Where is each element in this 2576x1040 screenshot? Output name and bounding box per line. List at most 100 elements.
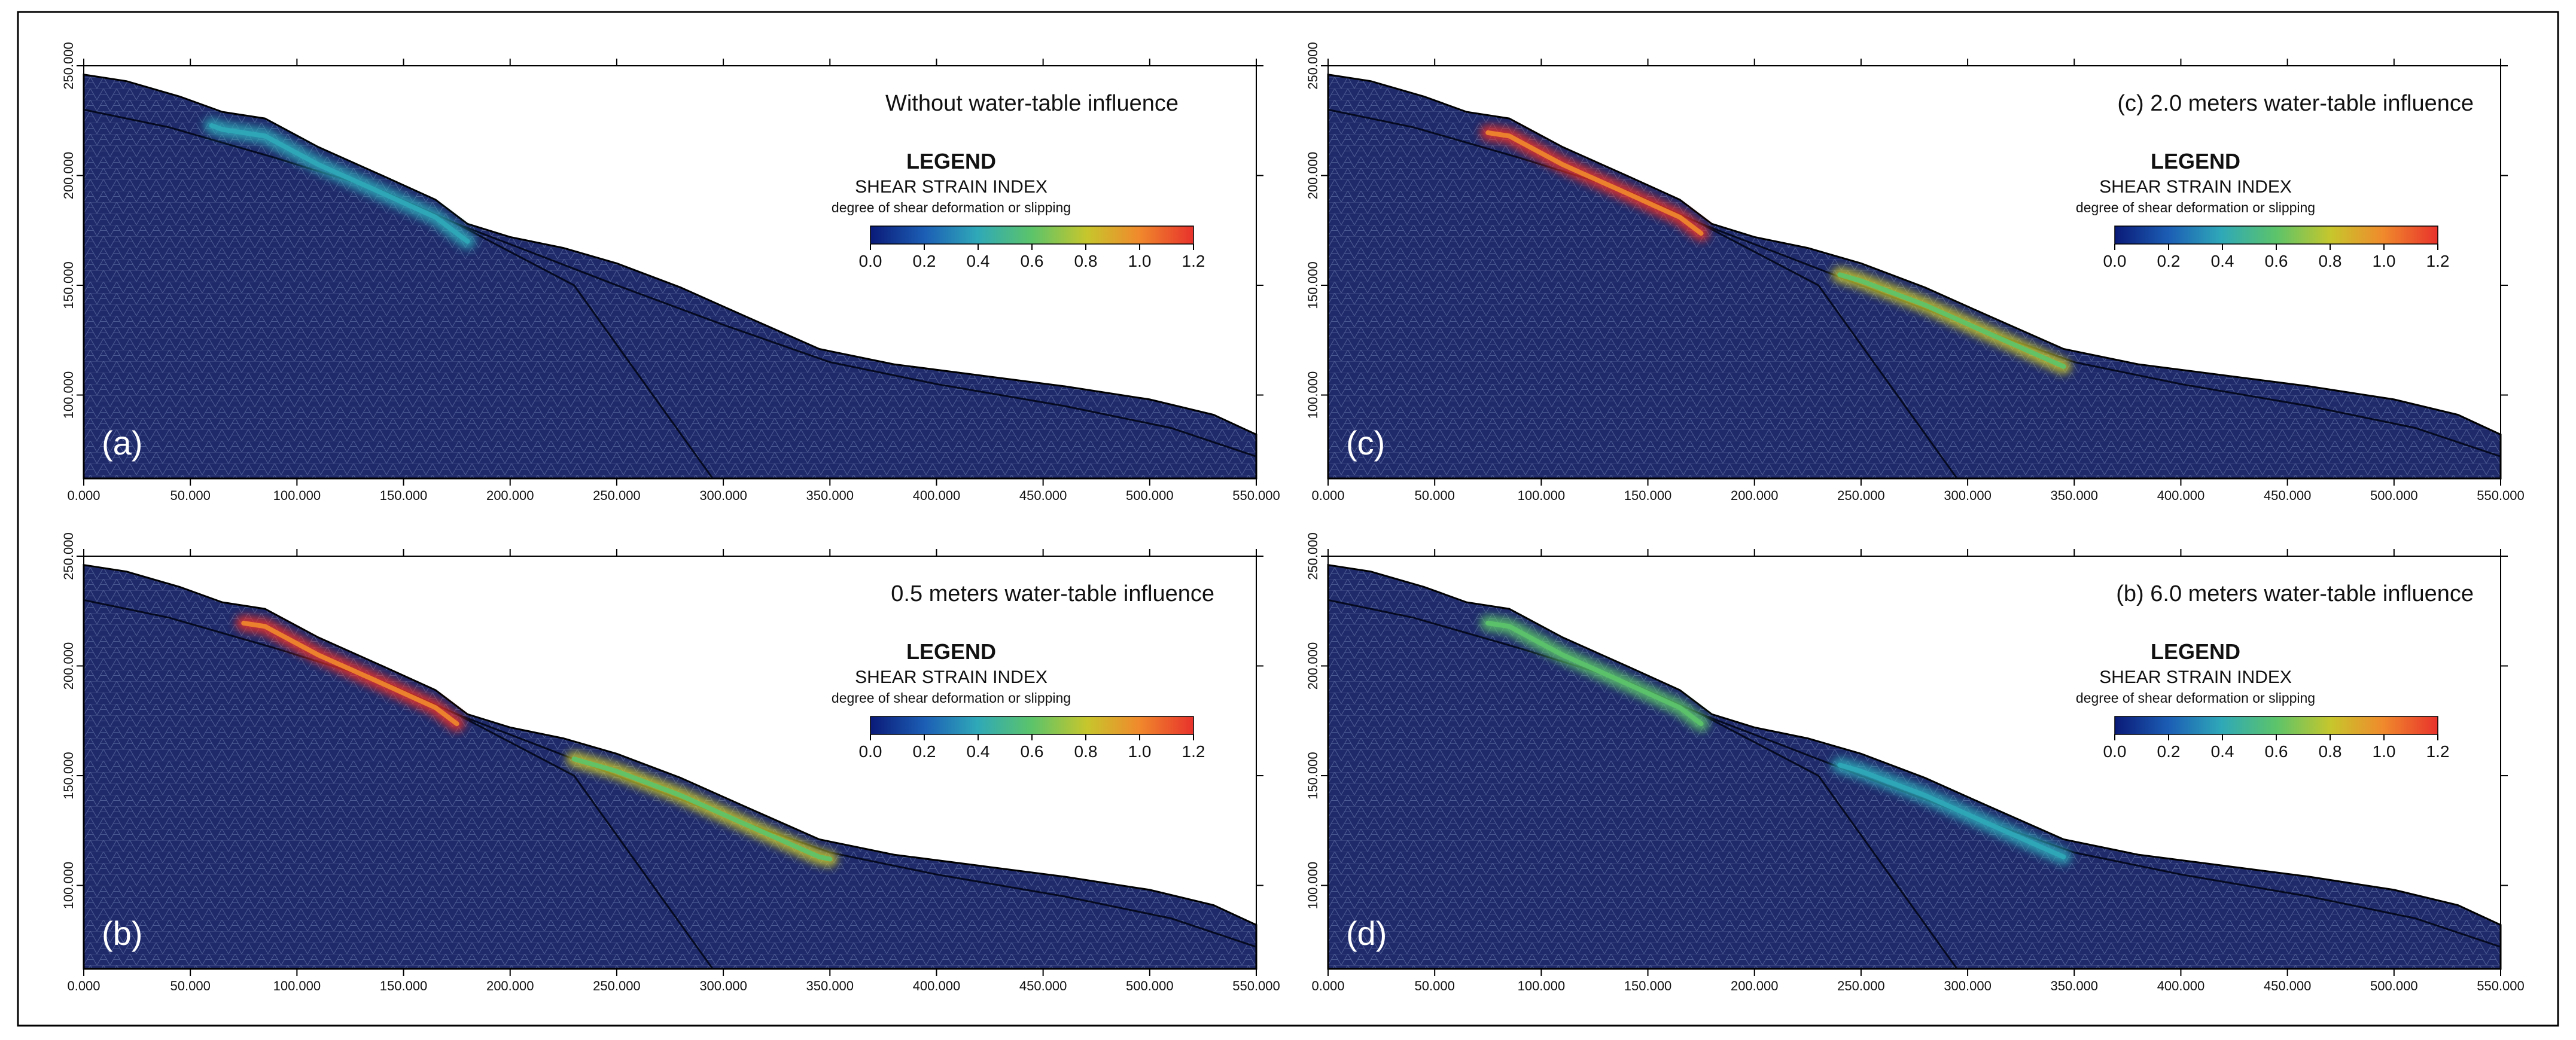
- y-tick-label: 100.000: [1305, 371, 1320, 419]
- scale-ticks: 0.0 0.2 0.4 0.6 0.8 1.0 1.2: [859, 244, 1205, 270]
- legend: LEGEND SHEAR STRAIN INDEX degree of shea…: [2076, 639, 2450, 761]
- y-tick-label: 100.000: [1305, 862, 1320, 910]
- slope-mesh: [83, 563, 1257, 970]
- legend-title: LEGEND: [906, 639, 996, 664]
- scale-ticks: 0.0 0.2 0.4 0.6 0.8 1.0 1.2: [2103, 244, 2450, 270]
- legend: LEGEND SHEAR STRAIN INDEX degree of shea…: [2076, 149, 2450, 270]
- y-tick-label: 150.000: [61, 261, 76, 309]
- x-tick-label: 300.000: [699, 978, 747, 993]
- legend-title: LEGEND: [906, 149, 996, 173]
- scale-tick-label: 0.8: [1074, 742, 1098, 761]
- slope-mesh: [83, 73, 1257, 480]
- x-tick-label: 150.000: [1624, 978, 1672, 993]
- shear-band-core: [241, 620, 459, 727]
- y-tick-label: 150.000: [1305, 752, 1320, 800]
- x-tick-label: 150.000: [1624, 488, 1672, 503]
- y-tick-label: 150.000: [61, 752, 76, 800]
- legend-description: degree of shear deformation or slipping: [2076, 200, 2315, 215]
- plot-frame: [1327, 65, 2501, 479]
- x-tick-label: 350.000: [2051, 978, 2099, 993]
- layer-interface-line: [83, 108, 1257, 458]
- scale-tick-label: 0.0: [859, 252, 882, 270]
- slope-mesh: [1327, 563, 2502, 970]
- x-tick-label: 400.000: [913, 978, 961, 993]
- y-tick-label: 250.000: [1305, 532, 1320, 580]
- shear-band-core: [571, 757, 833, 862]
- legend-description: degree of shear deformation or slipping: [832, 690, 1071, 706]
- y-tick-label: 200.000: [61, 152, 76, 200]
- x-tick-label: 400.000: [913, 488, 961, 503]
- y-tick-label: 100.000: [61, 371, 76, 419]
- x-tick-label: 0.000: [67, 978, 100, 993]
- scale-tick-label: 0.4: [2211, 252, 2234, 270]
- x-tick-label: 0.000: [67, 488, 100, 503]
- panel-title: (b) 6.0 meters water-table influence: [2116, 581, 2474, 606]
- x-tick-label: 450.000: [1019, 978, 1067, 993]
- x-tick-label: 450.000: [2264, 488, 2312, 503]
- fault-line: [1700, 713, 1958, 969]
- x-tick-label: 0.000: [1311, 488, 1344, 503]
- x-tick-label: 500.000: [1126, 978, 1174, 993]
- axes: 0.000 50.000 100.000 150.000 200.000 250.000 3…: [61, 532, 1280, 993]
- fault-line: [456, 713, 714, 969]
- y-tick-label: 250.000: [61, 42, 76, 90]
- x-tick-label: 200.000: [486, 488, 534, 503]
- scale-tick-label: 0.6: [1021, 742, 1044, 761]
- plot-frame: [83, 556, 1257, 969]
- x-tick-label: 100.000: [273, 978, 321, 993]
- scale-tick-label: 0.6: [2265, 742, 2288, 761]
- x-tick-label: 350.000: [806, 488, 854, 503]
- shear-band-core: [1837, 763, 2066, 859]
- shear-band-core: [1485, 620, 1704, 727]
- y-tick-label: 200.000: [61, 642, 76, 690]
- x-tick-label: 500.000: [2370, 488, 2418, 503]
- scale-tick-label: 1.0: [1128, 742, 1152, 761]
- scale-tick-label: 0.2: [913, 742, 936, 761]
- color-scale-bar: [870, 225, 1194, 245]
- panel-label: (a): [102, 424, 142, 462]
- axes: 0.000 50.000 100.000 150.000 200.000 250.000 3…: [1305, 42, 2525, 503]
- x-tick-label: 550.000: [2477, 978, 2525, 993]
- x-tick-label: 150.000: [380, 978, 428, 993]
- outer-border: [17, 11, 2559, 1027]
- scale-tick-label: 0.8: [2319, 252, 2342, 270]
- x-tick-label: 400.000: [2157, 488, 2205, 503]
- x-tick-label: 200.000: [1731, 488, 1779, 503]
- x-tick-label: 350.000: [806, 978, 854, 993]
- color-scale-bar: [2114, 225, 2438, 245]
- x-tick-label: 500.000: [2370, 978, 2418, 993]
- scale-tick-label: 0.0: [859, 742, 882, 761]
- scale-tick-label: 1.0: [1128, 252, 1152, 270]
- x-tick-label: 250.000: [593, 978, 641, 993]
- legend: LEGEND SHEAR STRAIN INDEX degree of shea…: [832, 149, 1205, 270]
- panel-d: 0.000 50.000 100.000 150.000 200.000 250.000 3…: [1305, 532, 2525, 993]
- legend: LEGEND SHEAR STRAIN INDEX degree of shea…: [832, 639, 1205, 761]
- legend-title: LEGEND: [2151, 149, 2240, 173]
- x-tick-label: 300.000: [699, 488, 747, 503]
- panel-title: 0.5 meters water-table influence: [891, 581, 1214, 606]
- legend-subtitle: SHEAR STRAIN INDEX: [855, 667, 1048, 687]
- axes: 0.000 50.000 100.000 150.000 200.000 250.000 3…: [1305, 532, 2525, 993]
- strain-bands: [1480, 615, 2072, 865]
- panel-label: (c): [1346, 424, 1385, 462]
- x-tick-label: 250.000: [1837, 488, 1885, 503]
- panel-title: Without water-table influence: [885, 91, 1179, 116]
- scale-tick-label: 0.8: [1074, 252, 1098, 270]
- y-tick-label: 250.000: [1305, 42, 1320, 90]
- strain-bands: [203, 118, 476, 249]
- scale-tick-label: 1.2: [1182, 742, 1205, 761]
- scale-tick-label: 1.0: [2373, 742, 2396, 761]
- x-tick-label: 100.000: [1518, 978, 1566, 993]
- axes: 0.000 50.000 100.000 150.000 200.000 250.000 3…: [61, 42, 1280, 503]
- scale-tick-label: 1.2: [2426, 252, 2450, 270]
- scale-tick-label: 0.0: [2103, 252, 2127, 270]
- scale-tick-label: 0.2: [2157, 252, 2181, 270]
- panel-title: (c) 2.0 meters water-table influence: [2117, 91, 2474, 116]
- y-tick-label: 150.000: [1305, 261, 1320, 309]
- scale-tick-label: 0.6: [1021, 252, 1044, 270]
- scale-tick-label: 0.8: [2319, 742, 2342, 761]
- x-tick-label: 450.000: [1019, 488, 1067, 503]
- x-tick-label: 400.000: [2157, 978, 2205, 993]
- x-tick-label: 300.000: [1944, 978, 1992, 993]
